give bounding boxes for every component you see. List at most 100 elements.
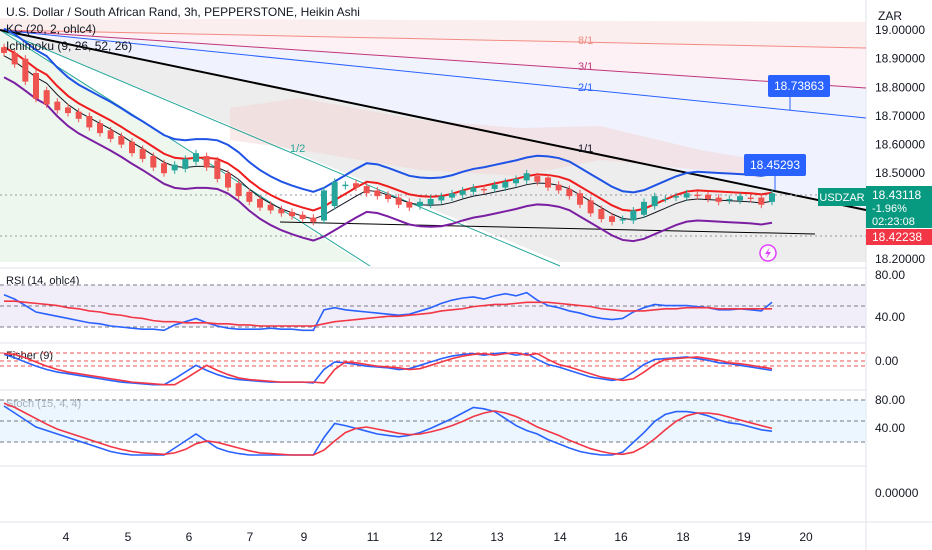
fan-zone-1-2 xyxy=(0,30,360,262)
candle-body xyxy=(417,201,423,207)
candle-body xyxy=(267,204,274,211)
fan-line-3-1 xyxy=(0,29,867,89)
symbol-badge[interactable]: USDZAR xyxy=(818,188,866,206)
callout-upper[interactable]: 18.73863 xyxy=(768,75,830,110)
candles xyxy=(1,43,775,226)
price-tick-label: 18.20000 xyxy=(875,252,925,266)
symbol-badge-text: USDZAR xyxy=(819,192,864,204)
candle-body xyxy=(395,197,402,205)
fan-line-8-1 xyxy=(0,29,867,49)
indicator-signal-line xyxy=(4,300,772,327)
candle-body xyxy=(470,187,477,192)
time-tick-label: 5 xyxy=(125,530,132,544)
candle-body xyxy=(438,196,445,201)
candle-body xyxy=(609,216,615,222)
candle-body xyxy=(182,158,189,169)
price-tick-label: 18.60000 xyxy=(875,138,925,152)
chart-title: U.S. Dollar / South African Rand, 3h, PE… xyxy=(6,5,360,19)
flash-icon-bolt xyxy=(765,247,771,259)
indicator-main-line xyxy=(3,405,773,456)
candle-body xyxy=(225,173,231,188)
candle-body xyxy=(758,197,765,205)
callout-lower-text: 18.45293 xyxy=(750,158,800,172)
candle-body xyxy=(65,107,71,114)
candle-body xyxy=(321,190,327,221)
main-pane-drawings xyxy=(0,18,867,267)
indicator-tick-label: 40.00 xyxy=(875,310,905,324)
fan-zone-8-1 xyxy=(0,18,866,48)
candle-body xyxy=(331,181,338,207)
fan-line-2-1 xyxy=(0,29,867,119)
last-price-value: 18.43118 xyxy=(872,188,921,202)
time-tick-label: 14 xyxy=(553,530,567,544)
candle-body xyxy=(310,217,317,222)
candle-body xyxy=(374,190,381,197)
candle-body xyxy=(747,197,754,199)
callout-lower[interactable]: 18.45293 xyxy=(744,154,806,190)
candle-body xyxy=(577,193,583,205)
indicator-ichimoku-label[interactable]: Ichimoku (9, 26, 52, 26) xyxy=(6,39,132,53)
indicator-kc-label[interactable]: KC (20, 2, ohlc4) xyxy=(6,22,96,36)
candle-body xyxy=(54,101,61,111)
candle-body xyxy=(289,211,295,217)
time-tick-label: 20 xyxy=(799,530,813,544)
time-tick-label: 9 xyxy=(301,530,308,544)
time-tick-label: 11 xyxy=(367,530,380,544)
time-tick-label: 18 xyxy=(676,530,690,544)
candle-body xyxy=(257,199,263,208)
candle-body xyxy=(139,148,146,159)
price-tick-label: 18.90000 xyxy=(875,52,925,66)
candle-body xyxy=(481,188,487,191)
candle-body xyxy=(97,123,103,134)
indicator-signal-line xyxy=(3,351,773,386)
candle-body xyxy=(587,200,594,214)
time-tick-label: 6 xyxy=(186,530,193,544)
time-tick-label: 16 xyxy=(614,530,628,544)
indicator-tick-label: 0.00 xyxy=(875,354,899,368)
callout-lower-box xyxy=(744,154,806,176)
secondary-price-value: 18.42238 xyxy=(872,230,922,244)
candle-body xyxy=(523,173,530,181)
candle-body xyxy=(150,156,157,168)
time-axis-labels: 4 5 6 7 9 11 12 13 14 16 18 19 20 xyxy=(63,530,813,544)
candle-body xyxy=(630,210,637,221)
candle-body xyxy=(705,194,711,199)
kc-lower-line xyxy=(3,76,773,243)
candle-body xyxy=(651,196,658,207)
currency-label: ZAR xyxy=(878,9,902,23)
candle-body xyxy=(129,141,135,154)
time-tick-label: 12 xyxy=(429,530,443,544)
fan-label-1-2: 1/2 xyxy=(290,143,305,155)
time-tick-label: 13 xyxy=(490,530,504,544)
candle-body xyxy=(449,193,455,198)
candle-body xyxy=(86,115,93,128)
candle-body xyxy=(598,209,605,220)
trendline[interactable] xyxy=(0,29,867,211)
indicator-tick-label: 0.00000 xyxy=(875,486,919,500)
candle-body xyxy=(1,47,7,53)
fan-label-1-1: 1/1 xyxy=(578,143,593,155)
indicator-main-line xyxy=(3,291,773,332)
support-line[interactable] xyxy=(279,221,816,235)
last-price-badge: 18.43118 -1.96% 02:23:08 xyxy=(866,186,932,228)
fan-label-8-1: 8/1 xyxy=(578,35,593,47)
rsi-title[interactable]: RSI (14, ohlc4) xyxy=(6,275,79,287)
price-tick-label: 19.00000 xyxy=(875,23,925,37)
secondary-price-badge-box xyxy=(866,229,932,245)
candle-body xyxy=(694,194,701,197)
candle-body xyxy=(363,186,370,194)
fan-label-3-1: 3/1 xyxy=(578,61,593,73)
candle-body xyxy=(619,219,626,221)
candle-body xyxy=(502,181,509,188)
candle-body xyxy=(299,214,306,220)
fan-line-lower-b xyxy=(0,29,371,267)
time-tick-label: 7 xyxy=(247,530,254,544)
last-price-countdown: 02:23:08 xyxy=(872,216,915,228)
flash-icon[interactable] xyxy=(759,244,777,262)
candle-body xyxy=(769,193,775,202)
candle-body xyxy=(11,52,18,65)
candle-body xyxy=(203,156,210,168)
last-price-badge-box xyxy=(866,186,932,228)
candle-body xyxy=(491,184,498,189)
